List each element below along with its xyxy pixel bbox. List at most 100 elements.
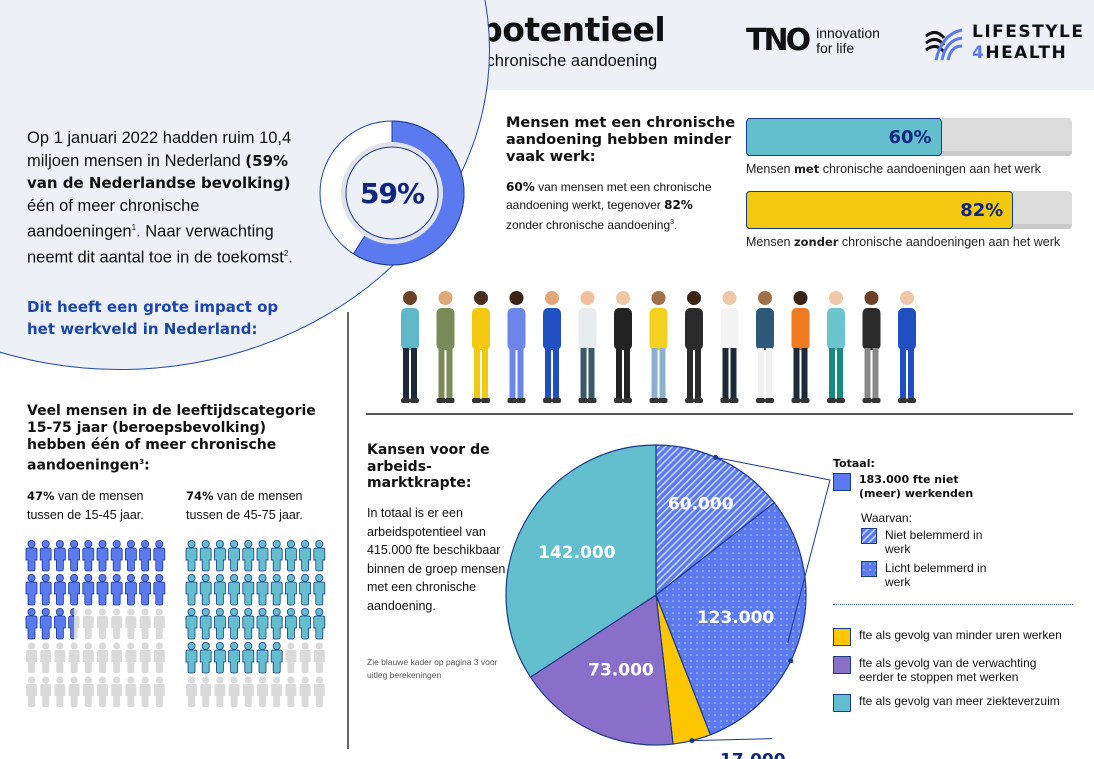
person-icon <box>285 574 297 606</box>
worker-figure <box>685 291 703 403</box>
person-icon <box>139 574 151 606</box>
intro-line-1: Op 1 januari 2022 hadden ruim 10,4 miljo… <box>27 129 292 170</box>
tno-wordmark: TNO <box>746 23 811 58</box>
pie-label: 123.000 <box>697 608 775 628</box>
person-icon <box>256 608 269 640</box>
person-icon <box>139 676 151 707</box>
age-heading-text: Veel mensen in de leeftijdscategorie 15-… <box>27 403 316 474</box>
bar-without-chronic: 82% <box>746 191 1072 229</box>
person-icon <box>125 608 137 639</box>
person-icon <box>242 540 255 572</box>
person-icon <box>68 574 80 606</box>
person-icon <box>285 642 297 673</box>
person-icon <box>214 574 226 606</box>
caption-bold: zonder <box>793 235 839 249</box>
person-icon <box>313 540 326 572</box>
pie-leader-dot <box>689 738 695 744</box>
bar-fill-without-chronic: 82% <box>746 191 1014 229</box>
age-text-45-75: van de mensen tussen de 45-75 jaar. <box>186 489 303 522</box>
legend-text-ziekteverzuim: fte als gevolg van meer ziekteverzuim <box>859 694 1060 708</box>
person-icon <box>25 574 38 606</box>
pie-slice <box>505 444 657 678</box>
person-icon <box>110 574 123 606</box>
legend-row-niet-belemmerd: Niet belemmerd in werk <box>861 528 1083 556</box>
caption-pre: Mensen <box>746 235 794 249</box>
person-icon <box>242 676 254 707</box>
age-caption-45-75: 74% van de mensen tussen de 45-75 jaar. <box>186 487 326 524</box>
worker-figure <box>436 291 455 403</box>
lifestyle4health-logo: LIFESTYLE 4HEALTH <box>924 22 1084 64</box>
worker-figure <box>649 291 668 403</box>
person-icon <box>54 574 66 606</box>
person-icon <box>214 608 226 640</box>
person-icon <box>54 608 66 640</box>
age-pct-15-45: 47% <box>27 489 55 503</box>
person-icon <box>40 676 52 707</box>
legend-text-licht-belemmerd: Licht belemmerd in werk <box>885 561 987 589</box>
workers-illustration <box>401 291 916 403</box>
lifestyle4health-wordmark: LIFESTYLE 4HEALTH <box>972 22 1084 64</box>
pie-leader-line <box>691 738 772 742</box>
worker-figure <box>401 291 419 403</box>
impact-heading: Dit heeft een grote impact op het werkve… <box>27 298 279 338</box>
legend-swatch-dots <box>861 561 877 577</box>
person-icon <box>125 676 137 707</box>
intro-line-4: . <box>288 248 293 267</box>
person-icon <box>256 540 269 572</box>
person-icon <box>82 676 94 707</box>
worker-figure <box>543 291 561 403</box>
caption-pre: Mensen <box>746 162 794 176</box>
person-icon <box>285 676 297 707</box>
footnote-ref-3: 3 <box>139 458 145 466</box>
intro-bold: (59% van de Nederlandse bevolking) <box>27 151 291 193</box>
age-heading: Veel mensen in de leeftijdscategorie 15-… <box>27 403 327 475</box>
person-icon <box>97 676 108 707</box>
person-icon-partial <box>68 608 75 640</box>
person-icon <box>285 540 297 572</box>
section-divider-horizontal <box>366 413 1073 415</box>
l4h-line-1: LIFESTYLE <box>972 22 1085 42</box>
bar-value-with-chronic: 60% <box>888 126 932 148</box>
person-icon <box>299 676 311 707</box>
person-icon <box>257 676 268 707</box>
work-text-1: van mensen met een chronische aandoening… <box>506 180 712 212</box>
pie-legend-top: Totaal: 183.000 fte niet (meer) werkende… <box>833 457 1083 589</box>
person-icon <box>228 642 240 674</box>
person-icon <box>96 574 109 606</box>
worker-figure <box>507 291 526 403</box>
person-icon <box>54 540 66 572</box>
person-icon <box>214 540 226 572</box>
person-icon <box>228 676 240 707</box>
person-icon <box>82 574 95 606</box>
bar-with-chronic: 60% <box>746 118 1072 156</box>
footnote-ref-1: 1 <box>131 223 137 232</box>
person-icon <box>313 574 326 606</box>
person-icon <box>228 540 240 572</box>
worker-figure <box>862 291 881 403</box>
legend-row-eerder-stoppen: fte als gevolg van de verwachting eerder… <box>833 656 1083 684</box>
pie-label: 17.000 <box>720 751 786 759</box>
footnote-ref-3: 3 <box>670 219 675 226</box>
legend-total-label: Totaal: <box>833 457 875 470</box>
person-icon <box>82 642 94 673</box>
kansen-heading: Kansen voor de arbeids-marktkrapte: <box>367 442 490 491</box>
legend-text-niet-belemmerd: Niet belemmerd in werk <box>885 528 983 556</box>
pictogram-grid-15-45 <box>25 540 166 707</box>
legend-text-minder-uren: fte als gevolg van minder uren werken <box>859 628 1062 642</box>
person-icon <box>68 540 80 572</box>
person-icon <box>153 574 166 606</box>
pie-slice <box>655 501 807 736</box>
donut-label: 59% <box>359 176 425 210</box>
person-icon <box>199 540 212 572</box>
footnote-ref-2: 2 <box>283 249 289 258</box>
person-icon <box>270 540 283 572</box>
pie-callout-bracket <box>715 456 831 644</box>
person-icon <box>82 608 94 639</box>
pie-legend-bottom: fte als gevolg van minder uren werken ft… <box>833 628 1083 722</box>
section-divider-vertical <box>347 312 349 749</box>
age-text-15-45: van de mensen tussen de 15-45 jaar. <box>27 489 144 522</box>
legend-row-minder-uren: fte als gevolg van minder uren werken <box>833 628 1083 646</box>
pie-label: 60.000 <box>668 494 734 514</box>
person-icon <box>242 608 255 640</box>
person-icon <box>153 608 165 639</box>
